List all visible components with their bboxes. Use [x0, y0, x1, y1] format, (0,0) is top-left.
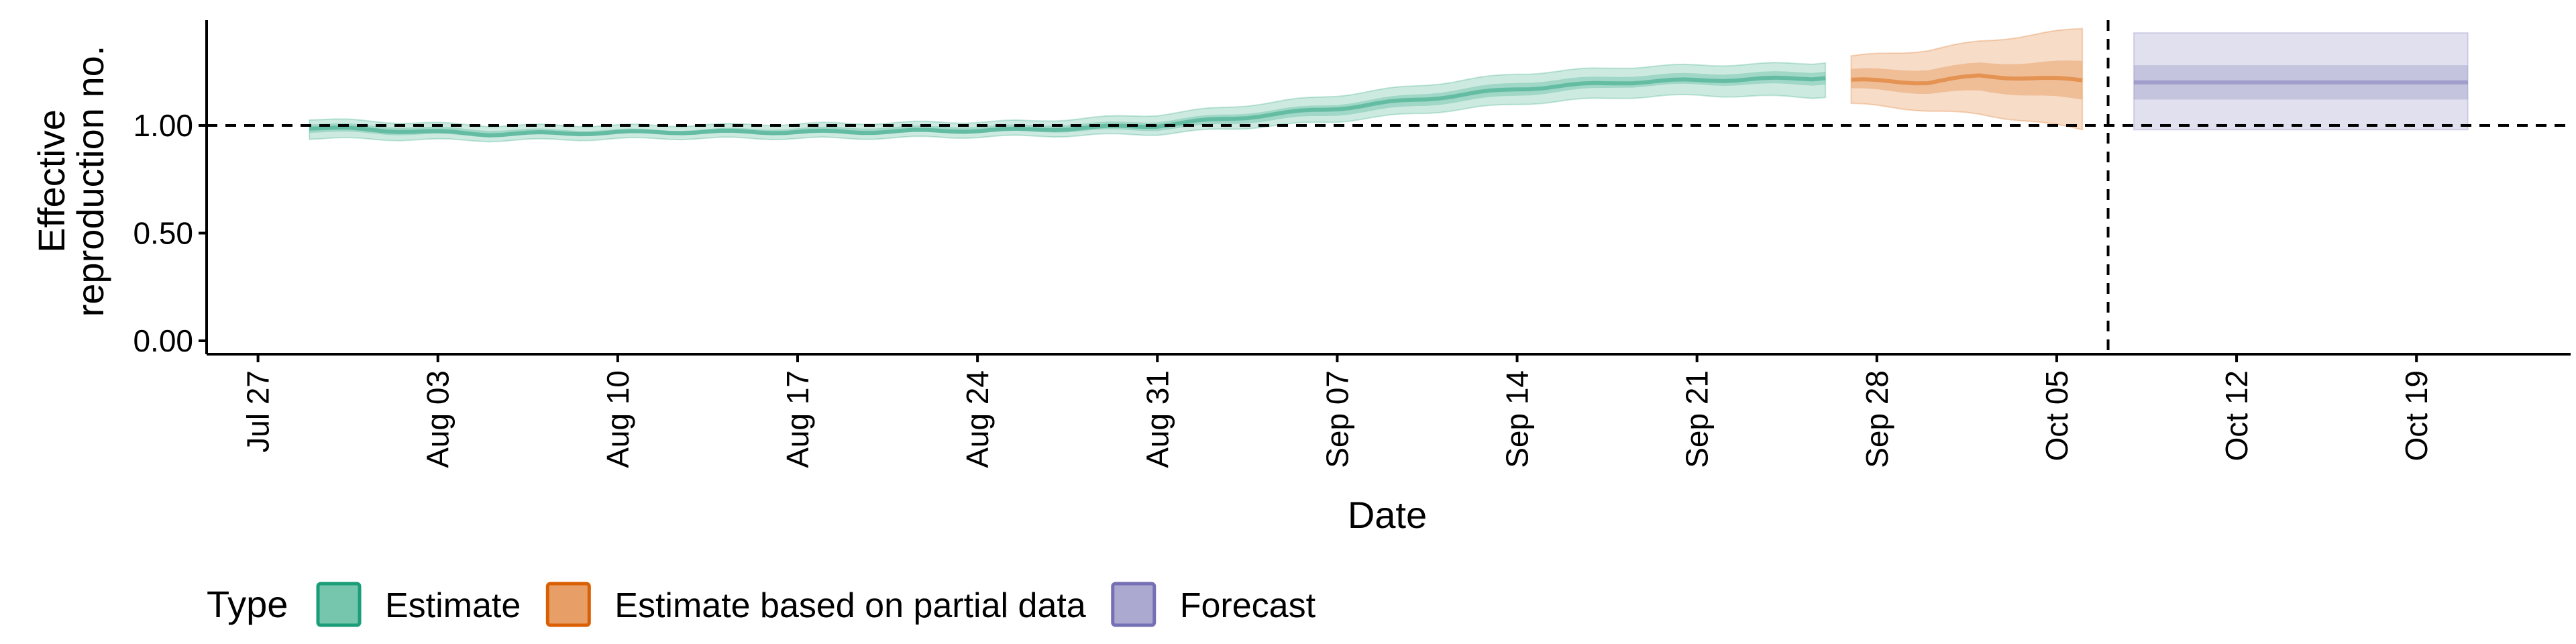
median-line-0 — [309, 75, 1826, 138]
x-tick-label: Oct 12 — [2219, 370, 2254, 462]
legend-swatch — [316, 582, 362, 627]
y-axis-title-line: reproduction no. — [69, 46, 111, 317]
band-50-1 — [1851, 60, 2083, 100]
legend-label: Estimate based on partial data — [614, 586, 1086, 625]
legend-label: Estimate — [385, 586, 521, 625]
legend-swatch — [1111, 582, 1157, 627]
y-tick-label: 1.00 — [133, 108, 193, 143]
legend-swatch — [545, 582, 591, 627]
uncertainty-bands — [309, 28, 2469, 143]
band-50-2 — [2133, 65, 2468, 100]
band-90-2 — [2133, 32, 2469, 131]
y-tick-label: 0.50 — [133, 216, 193, 251]
median-lines — [309, 73, 2468, 138]
x-axis-ticks: Jul 27 Aug 03 Aug 10 Aug 17 Aug 24 Aug 31 Sep … — [241, 354, 2434, 468]
x-tick-label: Oct 19 — [2399, 370, 2434, 462]
x-tick-label: Jul 27 — [241, 370, 276, 453]
x-tick-label: Sep 07 — [1320, 370, 1354, 468]
band-90-1 — [1850, 28, 2084, 131]
y-axis-ticks: 0.00 0.50 1.00 — [133, 108, 207, 358]
median-line-1 — [1851, 73, 2083, 86]
x-tick-label: Sep 28 — [1860, 370, 1894, 468]
x-tick-label: Oct 05 — [2039, 370, 2074, 462]
y-axis-title-line: Effective — [30, 109, 72, 253]
x-tick-label: Aug 31 — [1140, 370, 1175, 468]
legend-title: Type — [207, 583, 288, 625]
legend-label: Forecast — [1180, 586, 1316, 625]
band-50-0 — [309, 71, 1826, 138]
x-tick-label: Aug 10 — [600, 370, 635, 468]
y-tick-label: 0.00 — [133, 323, 193, 358]
band-90-0 — [309, 62, 1827, 143]
x-tick-label: Aug 17 — [780, 370, 815, 468]
x-axis-title: Date — [1348, 494, 1427, 536]
x-tick-label: Aug 03 — [421, 370, 455, 468]
x-tick-label: Aug 24 — [960, 370, 995, 468]
legend: Type Estimate Estimate based on partial d… — [207, 582, 1316, 627]
x-tick-label: Sep 14 — [1500, 370, 1535, 468]
y-axis-title: Effectivereproduction no. — [30, 46, 111, 317]
x-tick-label: Sep 21 — [1680, 370, 1715, 468]
